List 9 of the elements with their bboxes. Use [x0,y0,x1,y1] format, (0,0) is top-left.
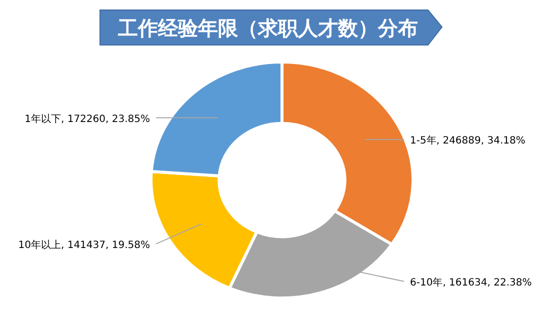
data-label: , 246889, 34.18% [436,136,526,147]
slice-label: 10年以上 [18,238,61,251]
data-label: , 141437, 19.58% [60,240,150,251]
slice-label: 1-5年 [410,134,436,147]
slice-label: 1年以下 [24,112,61,125]
slice-label: 6-10年 [410,276,443,288]
data-label: , 172260, 23.85% [60,114,150,125]
chart-title: 工作经验年限（求职人才数）分布 [117,16,418,40]
data-label: , 161634, 22.38% [442,277,532,288]
